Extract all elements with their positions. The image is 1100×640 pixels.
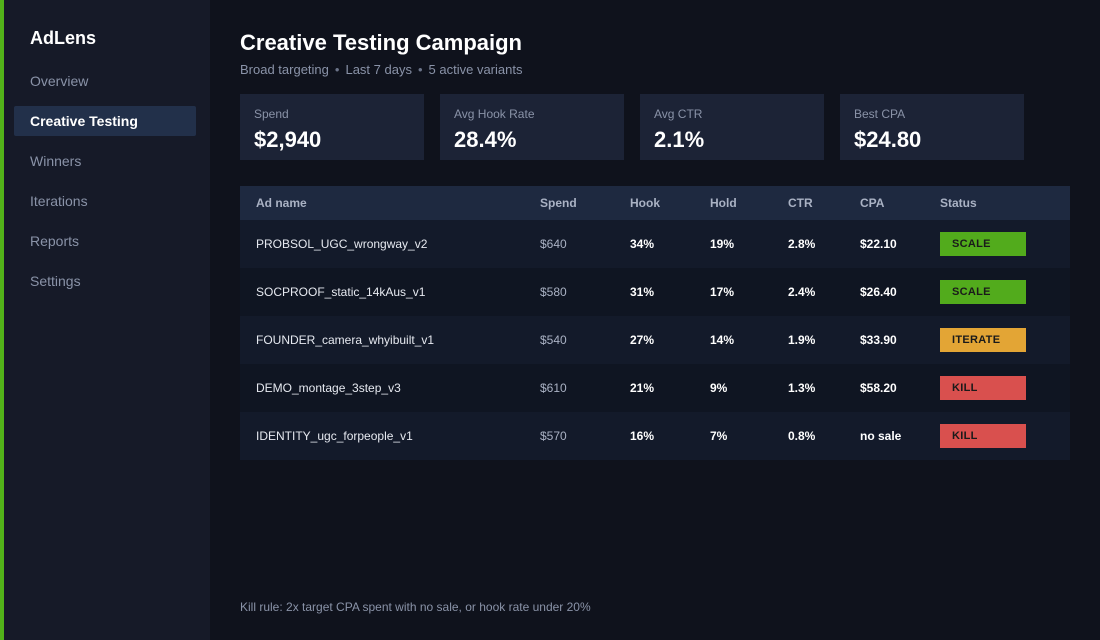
cell-spend: $610 (540, 381, 567, 395)
cell-hold: 14% (710, 333, 735, 347)
page-title: Creative Testing Campaign (240, 30, 522, 55)
sidebar-item-reports[interactable]: Reports (30, 233, 80, 249)
cell-status: SCALE (940, 220, 1026, 268)
cell-name: DEMO_montage_3step_v3 (256, 381, 401, 395)
column-header-cpa[interactable]: CPA (860, 196, 885, 210)
cell-ctr: 2.4% (788, 285, 816, 299)
column-header-ctr[interactable]: CTR (788, 196, 813, 210)
sidebar-item-creative-testing[interactable]: Creative Testing (14, 106, 196, 136)
kill-rule-note: Kill rule: 2x target CPA spent with no s… (240, 600, 591, 614)
kpi-value: 28.4% (454, 127, 517, 152)
kpi-card-spend: Spend $2,940 (240, 94, 424, 160)
cell-ctr: 1.3% (788, 381, 816, 395)
cell-hook: 21% (630, 381, 655, 395)
kpi-value: $24.80 (854, 127, 922, 152)
column-header-spend[interactable]: Spend (540, 196, 577, 210)
cell-name: FOUNDER_camera_whyibuilt_v1 (256, 333, 435, 347)
sidebar-item-settings[interactable]: Settings (30, 273, 81, 289)
status-badge[interactable]: KILL (940, 424, 1026, 448)
meta-variant-count: 5 active variants (428, 62, 523, 77)
table-row[interactable]: PROBSOL_UGC_wrongway_v2 $640 34% 19% 2.8% $22… (240, 220, 1070, 268)
cell-status: SCALE (940, 268, 1026, 316)
kpi-value: $2,940 (254, 127, 322, 152)
cell-hook: 16% (630, 429, 655, 443)
table-header: Ad name Spend Hook Hold CTR CPA Status (240, 186, 1070, 220)
cell-ctr: 2.8% (788, 237, 816, 251)
status-badge[interactable]: SCALE (940, 280, 1026, 304)
cell-hold: 7% (710, 429, 728, 443)
status-badge[interactable]: KILL (940, 376, 1026, 400)
page-meta: Broad targeting • Last 7 days • 5 active var… (240, 62, 522, 77)
cell-cpa: $22.10 (860, 237, 897, 251)
cell-hold: 19% (710, 237, 735, 251)
brand-logo: AdLens (30, 28, 97, 48)
sidebar-item-winners[interactable]: Winners (30, 153, 82, 169)
meta-separator: • (417, 62, 423, 77)
cell-spend: $640 (540, 237, 567, 251)
cell-spend: $570 (540, 429, 567, 443)
column-header-ad-name[interactable]: Ad name (256, 196, 307, 210)
sidebar: AdLens Overview Creative Testing Winners… (4, 0, 210, 640)
cell-name: IDENTITY_ugc_forpeople_v1 (256, 429, 413, 443)
cell-status: ITERATE (940, 316, 1026, 364)
meta-targeting: Broad targeting (240, 62, 329, 77)
cell-cpa: $26.40 (860, 285, 897, 299)
table-body: PROBSOL_UGC_wrongway_v2 $640 34% 19% 2.8% $22… (240, 220, 1070, 460)
kpi-label: Spend (254, 107, 289, 121)
cell-status: KILL (940, 364, 1026, 412)
kpi-card-best-cpa: Best CPA $24.80 (840, 94, 1024, 160)
table-row[interactable]: SOCPROOF_static_14kAus_v1 $580 31% 17% 2.4% $… (240, 268, 1070, 316)
cell-cpa: $58.20 (860, 381, 897, 395)
table-row[interactable]: FOUNDER_camera_whyibuilt_v1 $540 27% 14% 1.9… (240, 316, 1070, 364)
kpi-label: Avg Hook Rate (454, 107, 535, 121)
sidebar-item-overview[interactable]: Overview (30, 73, 89, 89)
cell-cpa: no sale (860, 429, 902, 443)
ads-table: Ad name Spend Hook Hold CTR CPA Status P… (240, 186, 1070, 460)
kpi-label: Best CPA (854, 107, 906, 121)
column-header-hold[interactable]: Hold (710, 196, 737, 210)
cell-ctr: 0.8% (788, 429, 816, 443)
cell-spend: $580 (540, 285, 567, 299)
status-badge[interactable]: ITERATE (940, 328, 1026, 352)
column-header-status[interactable]: Status (940, 196, 977, 210)
meta-separator: • (334, 62, 340, 77)
kpi-cards: Spend $2,940 Avg Hook Rate 28.4% Avg CTR… (240, 94, 1040, 160)
meta-date-range: Last 7 days (345, 62, 412, 77)
cell-ctr: 1.9% (788, 333, 816, 347)
cell-cpa: $33.90 (860, 333, 897, 347)
cell-hold: 17% (710, 285, 735, 299)
main-content: Creative Testing Campaign Broad targetin… (240, 0, 1070, 640)
table-row[interactable]: IDENTITY_ugc_forpeople_v1 $570 16% 7% 0.8% no… (240, 412, 1070, 460)
cell-name: SOCPROOF_static_14kAus_v1 (256, 285, 426, 299)
sidebar-item-iterations[interactable]: Iterations (30, 193, 88, 209)
cell-hook: 34% (630, 237, 655, 251)
kpi-label: Avg CTR (654, 107, 703, 121)
column-header-hook[interactable]: Hook (630, 196, 660, 210)
kpi-value: 2.1% (654, 127, 705, 152)
cell-hook: 31% (630, 285, 655, 299)
kpi-card-ctr: Avg CTR 2.1% (640, 94, 824, 160)
cell-spend: $540 (540, 333, 567, 347)
sidebar-nav: Overview Creative Testing Winners Iterat… (14, 66, 196, 306)
status-badge[interactable]: SCALE (940, 232, 1026, 256)
kpi-card-hook-rate: Avg Hook Rate 28.4% (440, 94, 624, 160)
cell-hook: 27% (630, 333, 655, 347)
table-row[interactable]: DEMO_montage_3step_v3 $610 21% 9% 1.3% $58.20… (240, 364, 1070, 412)
cell-hold: 9% (710, 381, 728, 395)
cell-name: PROBSOL_UGC_wrongway_v2 (256, 237, 428, 251)
accent-bar (0, 0, 4, 640)
cell-status: KILL (940, 412, 1026, 460)
